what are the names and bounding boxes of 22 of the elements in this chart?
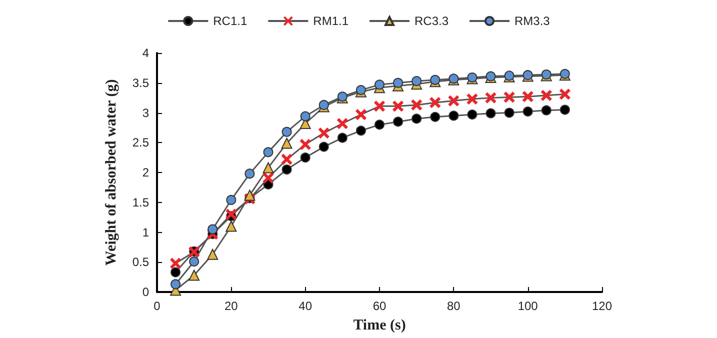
y-tick-label: 4 [142,46,150,60]
y-tick-label: 2 [142,166,150,180]
legend-label: RC1.1 [213,14,248,28]
x-axis-title: Time (s) [353,318,406,334]
x-tick-label: 120 [592,299,612,313]
legend-label: RC3.3 [414,14,449,28]
x-tick-label: 80 [446,299,461,313]
x-tick-label: 20 [224,299,238,313]
y-tick-label: 2.5 [132,136,150,150]
y-tick-label: 1.5 [132,195,150,210]
y-tick-label: 0 [142,285,150,299]
y-tick-label: 0.5 [132,255,150,270]
y-tick-label: 1 [142,225,150,240]
x-tick-label: 60 [372,299,386,313]
legend-label: RM1.1 [313,14,349,28]
y-tick-label: 3 [142,106,150,120]
x-tick-label: 100 [518,299,538,313]
y-tick-label: 3.5 [132,76,150,90]
x-tick-label: 40 [298,299,312,313]
x-tick-label: 0 [154,299,161,313]
legend-label: RM3.3 [514,14,550,28]
y-axis-title: Weight of absorbed water (g) [104,79,120,266]
